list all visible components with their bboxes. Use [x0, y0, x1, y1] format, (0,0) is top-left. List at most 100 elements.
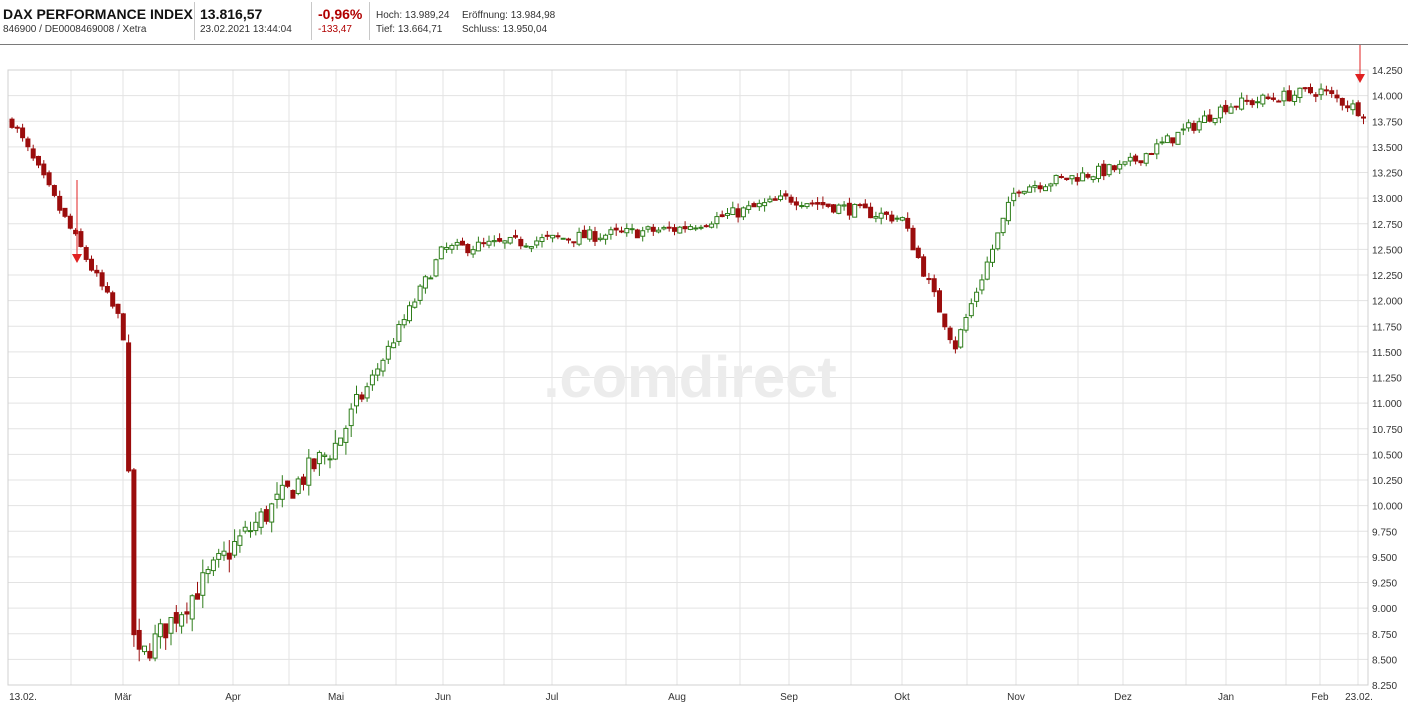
candle-body	[30, 148, 36, 159]
candle-body	[719, 214, 725, 218]
candle-body	[1255, 101, 1260, 104]
x-tick-label: Dez	[1114, 692, 1132, 703]
candle-body	[730, 207, 736, 216]
candle-body	[279, 484, 285, 500]
candle-body	[650, 226, 656, 232]
candle-body	[1133, 155, 1139, 162]
candle-body	[433, 259, 439, 277]
candle-body	[226, 552, 232, 560]
candle-body	[894, 217, 900, 220]
candle-body	[968, 303, 974, 317]
open-label: Eröffnung:	[462, 10, 508, 21]
candle-body	[454, 241, 460, 246]
candle-body	[884, 211, 889, 215]
candle-body	[1170, 137, 1176, 144]
quote-datetime: 23.02.2021 13:44:04	[200, 24, 292, 35]
candle-body	[232, 541, 238, 556]
candle-body	[1011, 192, 1017, 202]
y-tick-label: 11.750	[1372, 322, 1402, 333]
candle-body	[401, 319, 407, 326]
candle-body	[518, 238, 524, 247]
candle-body	[1196, 121, 1202, 131]
x-tick-label: Jun	[435, 692, 451, 703]
candle-body	[952, 340, 958, 350]
x-tick-label: Nov	[1007, 692, 1025, 703]
candle-body	[603, 234, 609, 240]
y-tick-label: 10.750	[1372, 425, 1403, 436]
y-tick-label: 11.500	[1372, 348, 1402, 359]
candle-body	[778, 195, 783, 201]
y-tick-label: 11.250	[1372, 374, 1402, 385]
candle-body	[809, 202, 815, 205]
candle-body	[1292, 94, 1298, 102]
candle-body	[560, 237, 566, 240]
high-value: 13.989,24	[404, 10, 450, 21]
y-tick-label: 8.750	[1372, 630, 1397, 641]
candle-body	[120, 313, 126, 341]
candle-body	[1302, 87, 1308, 90]
candle-body	[73, 229, 79, 235]
candle-body	[460, 240, 465, 246]
candle-body	[677, 226, 683, 234]
candle-body	[1043, 186, 1048, 192]
candle-body	[1281, 90, 1287, 102]
candle-body	[899, 217, 905, 221]
candle-body	[301, 476, 306, 485]
candle-body	[1154, 143, 1160, 155]
candle-body	[1191, 122, 1197, 131]
candle-body	[1334, 94, 1340, 99]
candle-body	[200, 572, 206, 596]
candle-body	[1064, 177, 1070, 181]
instrument-name: DAX PERFORMANCE INDEX	[3, 6, 193, 22]
candle-body	[1106, 164, 1112, 176]
candle-body	[767, 198, 773, 203]
candle-body	[735, 208, 741, 218]
y-tick-label: 8.250	[1372, 681, 1397, 692]
candle-body	[1122, 161, 1128, 165]
candle-body	[772, 198, 778, 201]
candle-body	[550, 234, 556, 239]
x-axis-labels: 13.02. Mär Apr Mai Jun Jul Aug Sep Okt Nov Dez Jan F…	[9, 692, 1373, 703]
header-divider	[369, 2, 370, 40]
candle-body	[1265, 96, 1271, 100]
candle-body	[592, 231, 598, 242]
candle-body	[1355, 102, 1361, 117]
candle-body	[375, 368, 381, 376]
candle-body	[1217, 106, 1223, 119]
candle-body	[258, 511, 264, 528]
candle-body	[210, 559, 216, 572]
candle-body	[523, 245, 529, 248]
candle-body	[290, 489, 296, 499]
candle-body	[359, 394, 365, 400]
candle-body	[687, 226, 693, 230]
candle-body	[762, 202, 768, 207]
candle-body	[184, 611, 190, 615]
candle-body	[343, 427, 349, 443]
close-label: Schluss:	[462, 24, 500, 35]
plot-frame	[7, 69, 1369, 686]
candle-body	[25, 138, 31, 148]
candle-body	[152, 633, 158, 659]
candle-body	[41, 163, 47, 176]
candle-body	[417, 285, 423, 301]
candle-body	[475, 241, 481, 252]
candle-body	[1032, 185, 1038, 188]
candle-body	[1228, 106, 1234, 114]
y-tick-label: 13.000	[1372, 194, 1403, 205]
candle-body	[915, 247, 921, 259]
candle-body	[931, 278, 937, 293]
candle-body	[438, 246, 444, 260]
candle-body	[995, 232, 1001, 250]
candle-body	[1223, 104, 1229, 113]
candle-body	[412, 301, 418, 308]
candle-body	[1260, 94, 1266, 105]
y-tick-label: 14.250	[1372, 66, 1403, 77]
candle-body	[825, 203, 831, 207]
y-tick-label: 13.250	[1372, 169, 1403, 180]
candle-body	[714, 216, 720, 225]
candle-body	[846, 202, 852, 216]
candle-body	[513, 235, 518, 238]
candle-body	[868, 206, 874, 219]
candle-body	[1058, 176, 1064, 179]
candle-body	[1239, 97, 1245, 110]
